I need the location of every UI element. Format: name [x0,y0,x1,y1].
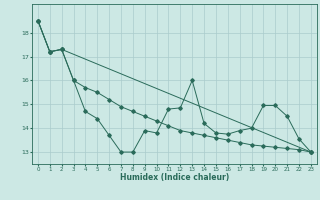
X-axis label: Humidex (Indice chaleur): Humidex (Indice chaleur) [120,173,229,182]
